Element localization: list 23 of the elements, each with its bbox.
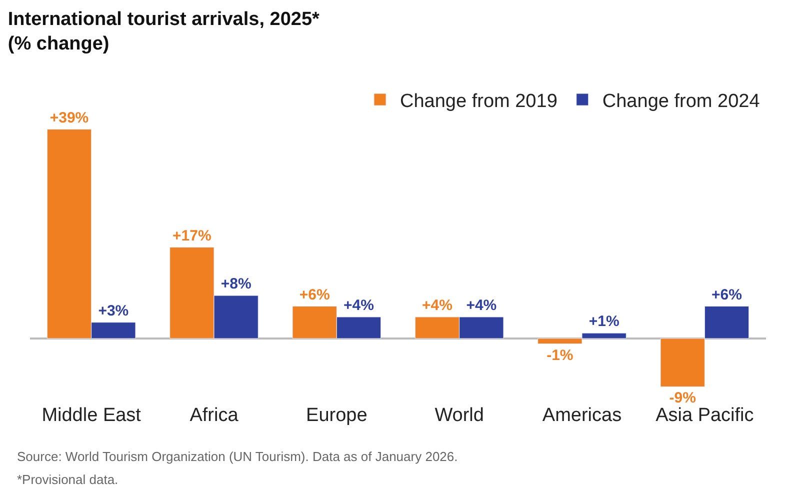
data-label: +6% [299,286,330,304]
data-label: +4% [344,296,374,314]
x-tick-label: World [434,405,484,426]
data-label: +4% [422,296,452,314]
data-label: -1% [546,346,574,364]
data-label: +17% [172,227,212,244]
chart-title: International tourist arrivals, 2025* (% change) [8,8,320,54]
source-note: Source: World Tourism Organization (UN Tourism). Data as of January 2026. [17,449,458,464]
x-tick-label: Middle East [42,405,142,426]
x-tick-label: Africa [190,405,239,426]
data-label: +3% [98,302,129,320]
x-tick-label: Asia Pacific [656,405,754,426]
data-label: +6% [712,286,742,304]
legend-label: Change from 2024 [602,90,760,112]
x-tick-label: Americas [542,405,622,426]
data-label: +4% [466,296,497,314]
x-tick-label: Europe [306,405,368,426]
data-label: +1% [588,313,620,330]
data-label: +8% [220,276,252,293]
legend-label: Change from 2019 [400,90,558,112]
data-label: +39% [50,109,89,126]
data-label: -9% [669,390,696,407]
text: *Provisional data. [17,472,118,487]
